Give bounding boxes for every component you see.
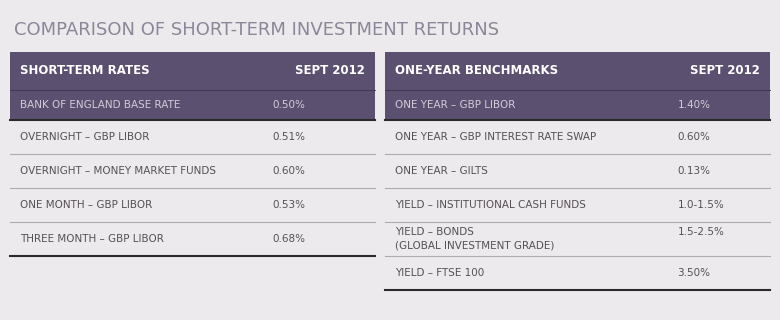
Text: 1.0-1.5%: 1.0-1.5% — [678, 200, 725, 210]
Bar — [10, 52, 375, 120]
Bar — [385, 154, 770, 188]
Text: YIELD – BONDS: YIELD – BONDS — [395, 227, 474, 237]
Text: 1.5-2.5%: 1.5-2.5% — [678, 227, 725, 237]
Text: SEPT 2012: SEPT 2012 — [295, 65, 365, 77]
Text: BANK OF ENGLAND BASE RATE: BANK OF ENGLAND BASE RATE — [20, 100, 180, 110]
Bar — [10, 154, 375, 188]
Text: 1.40%: 1.40% — [678, 100, 711, 110]
Text: OVERNIGHT – MONEY MARKET FUNDS: OVERNIGHT – MONEY MARKET FUNDS — [20, 166, 216, 176]
Bar — [385, 256, 770, 290]
Text: (GLOBAL INVESTMENT GRADE): (GLOBAL INVESTMENT GRADE) — [395, 240, 555, 250]
Text: 0.53%: 0.53% — [273, 200, 306, 210]
Text: OVERNIGHT – GBP LIBOR: OVERNIGHT – GBP LIBOR — [20, 132, 150, 142]
Text: COMPARISON OF SHORT-TERM INVESTMENT RETURNS: COMPARISON OF SHORT-TERM INVESTMENT RETU… — [14, 21, 499, 39]
Text: ONE-YEAR BENCHMARKS: ONE-YEAR BENCHMARKS — [395, 65, 558, 77]
Text: 0.51%: 0.51% — [273, 132, 306, 142]
Text: ONE MONTH – GBP LIBOR: ONE MONTH – GBP LIBOR — [20, 200, 152, 210]
Text: 0.13%: 0.13% — [678, 166, 711, 176]
Text: 0.68%: 0.68% — [273, 234, 306, 244]
Text: 0.60%: 0.60% — [678, 132, 711, 142]
Text: 0.50%: 0.50% — [273, 100, 306, 110]
Text: SEPT 2012: SEPT 2012 — [690, 65, 760, 77]
Text: ONE YEAR – GBP LIBOR: ONE YEAR – GBP LIBOR — [395, 100, 516, 110]
Text: YIELD – INSTITUTIONAL CASH FUNDS: YIELD – INSTITUTIONAL CASH FUNDS — [395, 200, 586, 210]
Text: ONE YEAR – GBP INTEREST RATE SWAP: ONE YEAR – GBP INTEREST RATE SWAP — [395, 132, 596, 142]
Bar — [10, 188, 375, 222]
Text: ONE YEAR – GILTS: ONE YEAR – GILTS — [395, 166, 488, 176]
Bar — [10, 120, 375, 154]
Bar — [385, 120, 770, 154]
Text: THREE MONTH – GBP LIBOR: THREE MONTH – GBP LIBOR — [20, 234, 164, 244]
Bar — [385, 52, 770, 120]
Bar — [10, 222, 375, 256]
Bar — [385, 188, 770, 222]
Text: SHORT-TERM RATES: SHORT-TERM RATES — [20, 65, 150, 77]
Text: YIELD – FTSE 100: YIELD – FTSE 100 — [395, 268, 484, 278]
Text: 3.50%: 3.50% — [678, 268, 711, 278]
Bar — [385, 222, 770, 256]
Text: 0.60%: 0.60% — [273, 166, 306, 176]
